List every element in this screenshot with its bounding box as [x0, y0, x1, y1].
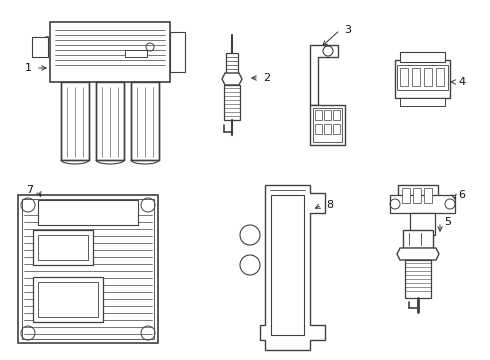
Bar	[310, 105, 345, 145]
Bar	[410, 213, 435, 235]
Bar	[38, 282, 98, 317]
Text: 5: 5	[444, 217, 451, 227]
Polygon shape	[397, 248, 439, 260]
Text: 1: 1	[24, 63, 31, 73]
Bar	[131, 82, 159, 160]
Bar	[412, 68, 420, 86]
Text: 6: 6	[459, 190, 466, 200]
Bar	[436, 68, 444, 86]
Bar	[402, 188, 410, 203]
Bar	[38, 235, 88, 260]
Circle shape	[240, 225, 260, 245]
Bar	[271, 195, 304, 335]
Text: 4: 4	[459, 77, 466, 87]
Polygon shape	[310, 45, 338, 105]
Bar	[400, 98, 445, 106]
Text: 3: 3	[344, 25, 351, 35]
Bar	[397, 65, 448, 90]
Text: 7: 7	[26, 185, 33, 195]
Bar	[413, 188, 421, 203]
Bar	[400, 52, 445, 62]
Bar	[395, 60, 450, 98]
Bar	[333, 110, 340, 120]
Bar	[398, 185, 438, 207]
Bar	[170, 32, 185, 72]
Text: 8: 8	[326, 200, 334, 210]
Bar	[390, 195, 455, 213]
Bar	[38, 200, 138, 225]
Bar	[403, 230, 433, 248]
Bar	[333, 124, 340, 134]
Polygon shape	[32, 37, 48, 57]
Bar	[33, 230, 93, 265]
Bar	[424, 188, 432, 203]
Bar	[400, 68, 408, 86]
Bar	[313, 108, 342, 142]
Bar	[315, 124, 322, 134]
Bar	[61, 82, 89, 160]
Polygon shape	[260, 185, 325, 350]
Bar	[315, 110, 322, 120]
Bar	[405, 260, 431, 298]
Bar	[22, 199, 154, 339]
Bar	[424, 68, 432, 86]
Polygon shape	[222, 73, 242, 85]
Bar	[125, 50, 147, 57]
Circle shape	[240, 255, 260, 275]
Bar	[33, 277, 103, 322]
Bar	[324, 124, 331, 134]
Text: 2: 2	[264, 73, 270, 83]
Bar	[324, 110, 331, 120]
Bar	[224, 85, 240, 120]
Bar	[50, 22, 170, 82]
Bar	[96, 82, 124, 160]
Bar	[226, 53, 238, 73]
Bar	[18, 195, 158, 343]
